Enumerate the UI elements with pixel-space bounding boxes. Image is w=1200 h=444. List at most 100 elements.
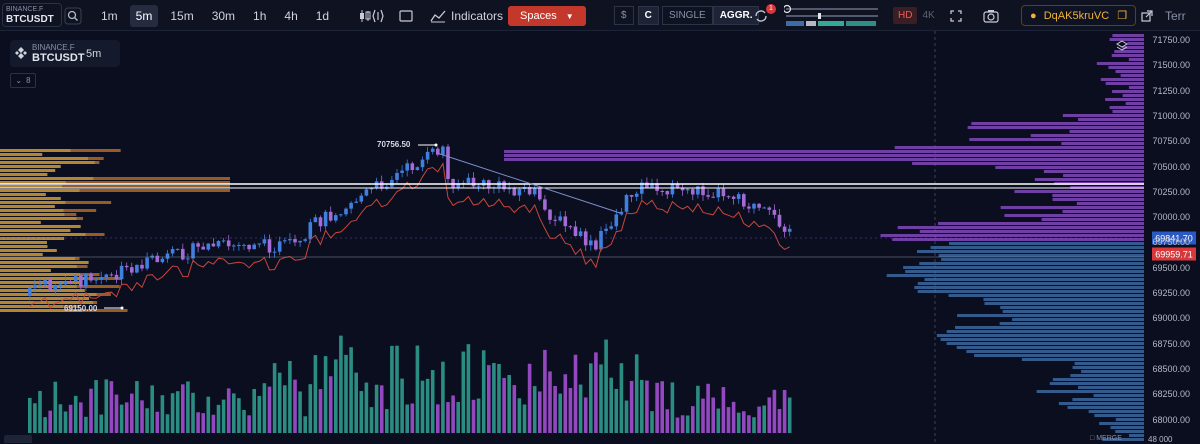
left-profile-bar-inner <box>0 261 89 264</box>
candle-body <box>619 211 624 215</box>
left-profile-bar-inner <box>0 293 97 296</box>
spaces-label: Spaces <box>520 9 557 22</box>
candle-body <box>573 226 578 237</box>
candle-body <box>696 186 700 195</box>
timeframe-1m[interactable]: 1m <box>101 8 118 23</box>
candle-body <box>43 279 47 285</box>
left-profile-bar-inner <box>0 197 61 200</box>
profile-bar <box>1105 82 1144 85</box>
volume-bar <box>303 416 307 433</box>
volume-bar <box>742 411 746 433</box>
currency-c-button[interactable]: C <box>637 6 659 25</box>
left-profile-bar-inner <box>0 241 47 244</box>
settings-sliders[interactable] <box>784 0 880 31</box>
volume-bar <box>691 406 695 433</box>
chevron-down-icon: ▼ <box>565 11 574 21</box>
candle-body <box>481 180 486 186</box>
layout-button[interactable] <box>399 0 413 31</box>
timeframe-1d[interactable]: 1d <box>315 8 330 23</box>
timeframe-15m[interactable]: 15m <box>170 8 194 23</box>
quality-hd-button[interactable]: HD <box>893 7 918 24</box>
merge-toggle[interactable]: □ MERGE <box>1090 435 1122 442</box>
candles-icon <box>360 9 371 22</box>
indicators-button[interactable]: Indicators <box>430 0 503 31</box>
candle-body <box>288 239 292 241</box>
volume-bar <box>532 386 537 433</box>
timeframe-30m[interactable]: 30m <box>211 8 236 23</box>
chart-legend[interactable]: BINANCE.F BTCUSDT · 5m <box>10 40 120 67</box>
volume-bar <box>512 385 517 433</box>
account-button[interactable]: ● DqAK5kruVC ❐ <box>1021 0 1137 31</box>
indicator-toggle[interactable]: ⌄ 8 <box>10 73 36 88</box>
profile-bar <box>949 242 1144 245</box>
high-price-label: 70756.50 <box>377 140 411 149</box>
candle-body <box>736 194 741 199</box>
volume-bar <box>721 387 726 433</box>
price-axis-label: 69000.00 <box>1152 313 1190 324</box>
candle-body <box>568 226 573 228</box>
screenshot-button[interactable] <box>983 0 999 31</box>
volume-bar <box>33 403 37 433</box>
fullscreen-button[interactable] <box>950 0 962 31</box>
left-profile-bar <box>0 177 230 180</box>
cvd-tab[interactable] <box>4 435 32 443</box>
symbol-search-button[interactable] <box>64 0 82 31</box>
volume-bar <box>558 393 562 433</box>
candle-body <box>252 244 256 250</box>
interval-compare-button[interactable] <box>372 0 384 31</box>
candle-body <box>68 281 73 283</box>
candle-body <box>415 167 420 171</box>
volume-bar <box>140 400 144 433</box>
quality-4k-button[interactable]: 4K <box>922 10 935 21</box>
profile-bar <box>967 126 1144 129</box>
price-axis-label: 69250.00 <box>1152 288 1190 298</box>
volume-bar <box>298 391 302 433</box>
mode-single-button[interactable]: SINGLE <box>662 6 713 25</box>
volume-bar <box>619 363 624 433</box>
currency-dollar-button[interactable]: $ <box>614 6 634 25</box>
timeframe-5m[interactable]: 5m <box>129 4 159 27</box>
left-profile-bar-inner <box>0 161 95 164</box>
profile-bar <box>1076 202 1144 205</box>
candle-body <box>221 240 226 242</box>
external-link-icon <box>1141 9 1153 22</box>
profile-bar <box>1052 194 1144 197</box>
candle-body <box>135 264 139 273</box>
volume-bar <box>94 380 98 433</box>
trendline[interactable] <box>436 152 621 214</box>
terminal-tab[interactable]: Terr <box>1165 8 1186 23</box>
profile-bar <box>1012 318 1144 321</box>
timeframe-4h[interactable]: 4h <box>284 8 298 23</box>
price-axis[interactable]: 69841.70 69959.71 71750.00 71500.00 71250.… <box>1116 31 1200 443</box>
symbol-selector[interactable]: BINANCE.F BTCUSDT <box>2 3 62 27</box>
candle-body <box>609 226 613 229</box>
candle-body <box>303 239 307 241</box>
new-window-button[interactable] <box>1141 0 1153 31</box>
candle-body <box>476 185 481 187</box>
profile-bar <box>903 266 1144 269</box>
timeframe-1h[interactable]: 1h <box>253 8 267 23</box>
volume-bar <box>344 354 348 433</box>
chart-type-button[interactable] <box>358 0 372 31</box>
profile-bar <box>1000 306 1144 309</box>
indicators-icon <box>430 10 446 22</box>
spaces-dropdown[interactable]: Spaces ▼ <box>508 0 586 31</box>
candle-body <box>731 196 736 199</box>
volume-bar <box>711 397 715 433</box>
candle-body <box>578 231 583 237</box>
candle-body <box>308 222 313 240</box>
volume-bar <box>145 408 149 433</box>
alerts-button[interactable]: 1 <box>752 0 776 31</box>
chart-canvas[interactable] <box>0 31 1200 443</box>
volume-bar <box>573 354 578 433</box>
candle-body <box>181 248 185 260</box>
left-profile-bar-inner <box>0 233 86 236</box>
profile-bar <box>995 166 1144 169</box>
candle-body <box>701 186 705 196</box>
profile-bar <box>892 238 1144 241</box>
volume-bar <box>685 415 690 433</box>
candle-body <box>747 206 751 209</box>
low-marker-dot <box>120 306 124 310</box>
mode-aggr-button[interactable]: AGGR. <box>712 6 760 25</box>
moving-average-line <box>29 162 790 310</box>
